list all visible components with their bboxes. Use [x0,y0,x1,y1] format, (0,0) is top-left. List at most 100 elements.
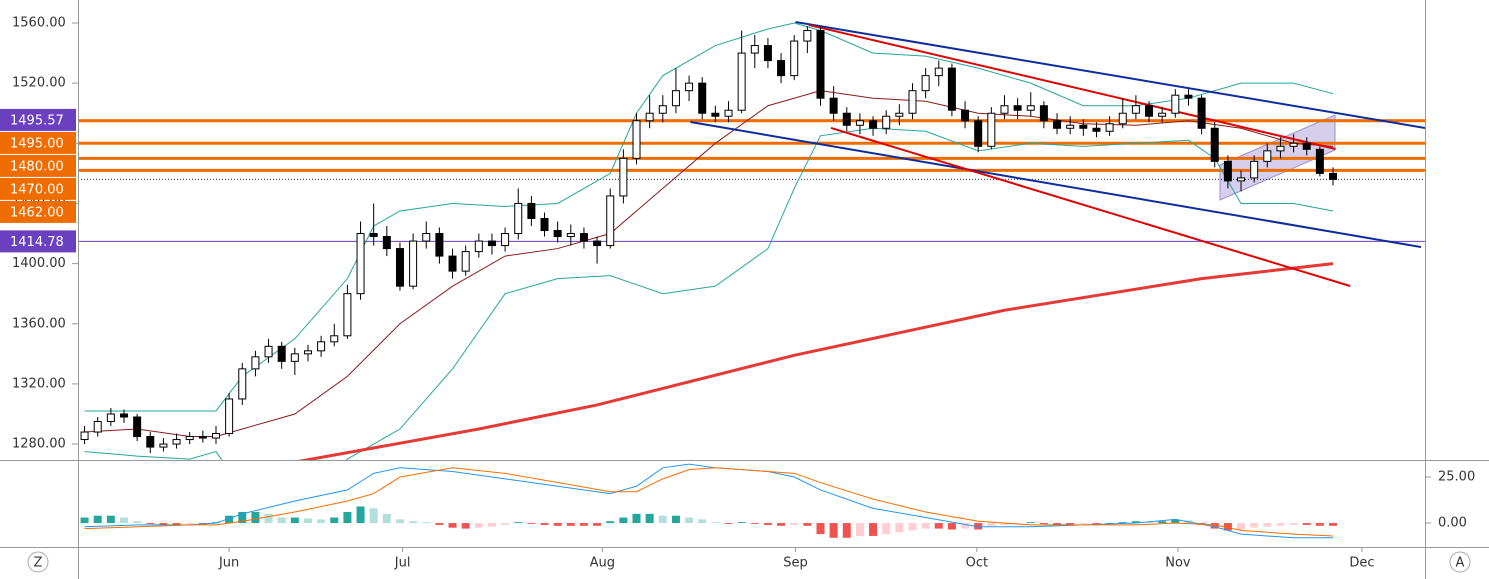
candle-body [750,45,759,54]
macd-histogram-bar [185,523,194,524]
candle-body [1066,124,1075,129]
macd-histogram-bar [987,523,996,526]
y-tick-label: 1560.00 [12,16,66,31]
candle-body [829,97,838,114]
candle-body [330,335,339,343]
candle-body [895,112,904,117]
candle-body [1223,160,1232,182]
macd-histogram-bar [448,523,457,528]
macd-histogram-bar [1276,523,1285,526]
candle-body [566,233,575,238]
candle-body [435,233,444,257]
macd-histogram-bar [1105,523,1114,524]
macd-histogram-bar [93,515,102,524]
macd-histogram-bar [159,523,168,525]
macd-histogram-bar [1079,523,1088,524]
level-labels: 1495.57 1495.00 1480.00 1470.00 1462.00 1414.… [0,108,76,253]
macd-histogram-bar [356,506,365,524]
candle-body [1053,120,1062,129]
zoom-button[interactable] [27,551,49,573]
candle-body [869,120,878,129]
macd-histogram-bar [895,523,904,533]
macd-histogram-bar [842,523,851,538]
macd-histogram-bar [1250,523,1259,528]
macd-histogram-bar [501,523,510,525]
candle-body [80,431,89,441]
macd-histogram-bar [461,523,470,529]
macd-histogram-bar [1263,523,1272,527]
macd-histogram-bar [737,522,746,524]
macd-histogram-bar [1145,522,1154,524]
macd-histogram-bar [514,522,523,524]
candle-body [855,120,864,126]
macd-histogram-bar [303,518,312,524]
candle-body [947,67,956,111]
x-tick-label: Jun [218,556,239,571]
candle-body [211,433,220,439]
macd-histogram-bar [1053,523,1062,525]
x-tick-label: Aug [590,556,615,571]
macd-histogram-bar [330,517,339,524]
candle-body [1000,105,1009,114]
candle-body [1302,142,1311,150]
auto-button-label[interactable]: A [1456,556,1465,571]
macd-histogram-bar [1210,523,1219,529]
candle-body [737,52,746,111]
candle-body [658,105,667,114]
macd-histogram-bar [172,523,181,525]
candle-body [619,157,628,197]
macd-histogram-bar [238,512,247,524]
macd-histogram-bar [1237,523,1246,530]
candle-body [790,40,799,77]
macd-histogram-bar [369,508,378,524]
candle-body [290,353,299,362]
macd-histogram-bar [579,523,588,526]
candle-body [645,112,654,122]
candle-body [93,421,102,433]
level-label: 1470.00 [10,182,64,197]
macd-histogram-bar [869,523,878,536]
macd-histogram-bar [106,515,115,524]
candle-body [579,233,588,242]
trendline [795,20,1425,129]
macd-histogram-bar [1171,519,1180,524]
candle-body [317,341,326,352]
macd-histogram-bar [474,523,483,528]
candle-body [1013,105,1022,111]
candle-body [1039,105,1048,122]
macd-histogram-bar [409,521,418,524]
macd-histogram-bar [317,519,326,524]
macd-histogram-bar [80,517,89,524]
candle-body [1210,127,1219,162]
candle-body [159,443,168,448]
auto-button[interactable] [1449,551,1471,573]
level-label-bg [0,230,76,253]
level-label: 1480.00 [10,159,64,174]
candle-body [1118,112,1127,125]
candle-body [527,202,536,219]
zoom-button-label[interactable]: Z [34,556,43,571]
candle-body [1276,145,1285,152]
macd-histogram-bar [1131,521,1140,524]
candle-body [277,345,286,362]
macd-histogram-bar [934,523,943,529]
macd-histogram-bar [790,523,799,525]
candle-body [133,416,142,438]
macd-histogram-bar [829,523,838,538]
level-label-bg [0,154,76,177]
candle-body [934,67,943,77]
x-tick-label: Dec [1349,556,1374,571]
candle-body [685,82,694,92]
macd-histogram-bar [343,512,352,524]
macd-histogram-bar [1026,522,1035,524]
candle-body [763,45,772,62]
candle-body [382,236,391,250]
macd-histogram-bar [1289,523,1298,525]
macd-histogram-bar [593,523,602,526]
macd-histogram-bar [553,523,562,526]
x-tick-label: Jul [394,556,411,571]
candle-body [711,112,720,117]
macd-histogram-bar [711,522,720,524]
indicator-line [84,22,1334,412]
candle-body [540,217,549,232]
